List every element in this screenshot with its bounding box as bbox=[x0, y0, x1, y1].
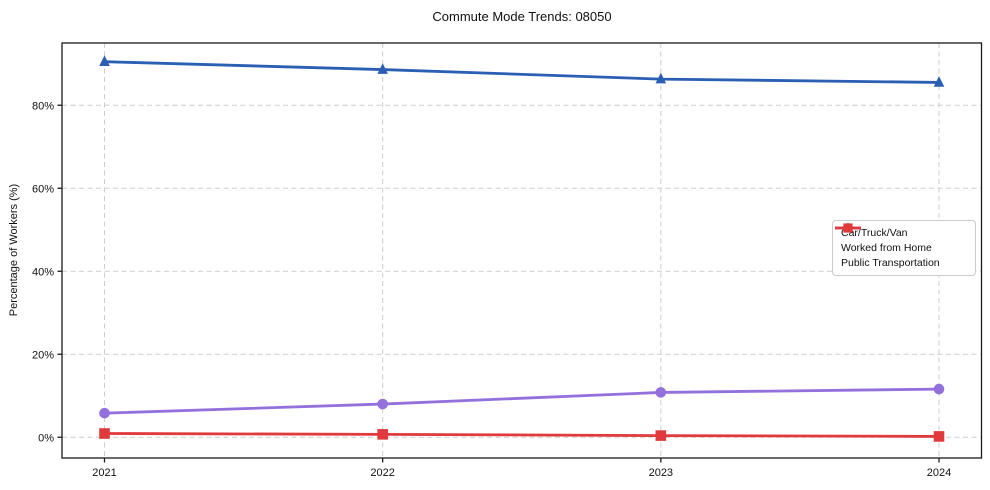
x-tick-label: 2022 bbox=[370, 467, 394, 479]
triangle-marker bbox=[655, 72, 667, 84]
circle-marker bbox=[377, 398, 388, 410]
legend: Car/Truck/Van Worked from Home Public Tr… bbox=[832, 220, 976, 276]
square-marker bbox=[655, 430, 667, 441]
circle-marker bbox=[933, 383, 945, 395]
y-tick-label: 0% bbox=[38, 432, 54, 444]
legend-label: Public Transportation bbox=[841, 257, 940, 270]
square-marker bbox=[377, 429, 388, 440]
legend-label: Car/Truck/Van bbox=[841, 226, 908, 239]
y-tick-label: 40% bbox=[32, 266, 54, 278]
chart-title: Commute Mode Trends: 08050 bbox=[432, 9, 612, 24]
legend-item-worked-from-home: Worked from Home bbox=[835, 223, 967, 254]
square-marker bbox=[99, 428, 110, 439]
square-marker bbox=[843, 223, 853, 233]
square-marker bbox=[933, 431, 945, 442]
x-tick-label: 2021 bbox=[92, 467, 116, 479]
legend-item-public-transportation: Public Transportation bbox=[835, 223, 967, 270]
series-line-car-truck-van bbox=[103, 60, 941, 84]
axes-box bbox=[61, 42, 983, 459]
y-tick-label: 20% bbox=[32, 349, 54, 361]
y-tick-label: 80% bbox=[32, 100, 54, 112]
triangle-marker bbox=[377, 63, 388, 74]
circle-marker bbox=[655, 387, 667, 398]
triangle-marker bbox=[933, 76, 945, 87]
x-tick-label: 2023 bbox=[649, 467, 673, 479]
triangle-marker bbox=[99, 55, 110, 66]
legend-label: Worked from Home bbox=[841, 241, 932, 254]
circle-marker bbox=[99, 407, 110, 419]
series-line-public-transportation bbox=[103, 432, 941, 438]
y-tick-label: 60% bbox=[32, 183, 54, 195]
y-axis-label: Percentage of Workers (%) bbox=[8, 183, 20, 317]
x-tick-label: 2024 bbox=[927, 467, 951, 479]
series-line-worked-from-home bbox=[103, 387, 941, 415]
square-marker-icon bbox=[835, 223, 861, 233]
